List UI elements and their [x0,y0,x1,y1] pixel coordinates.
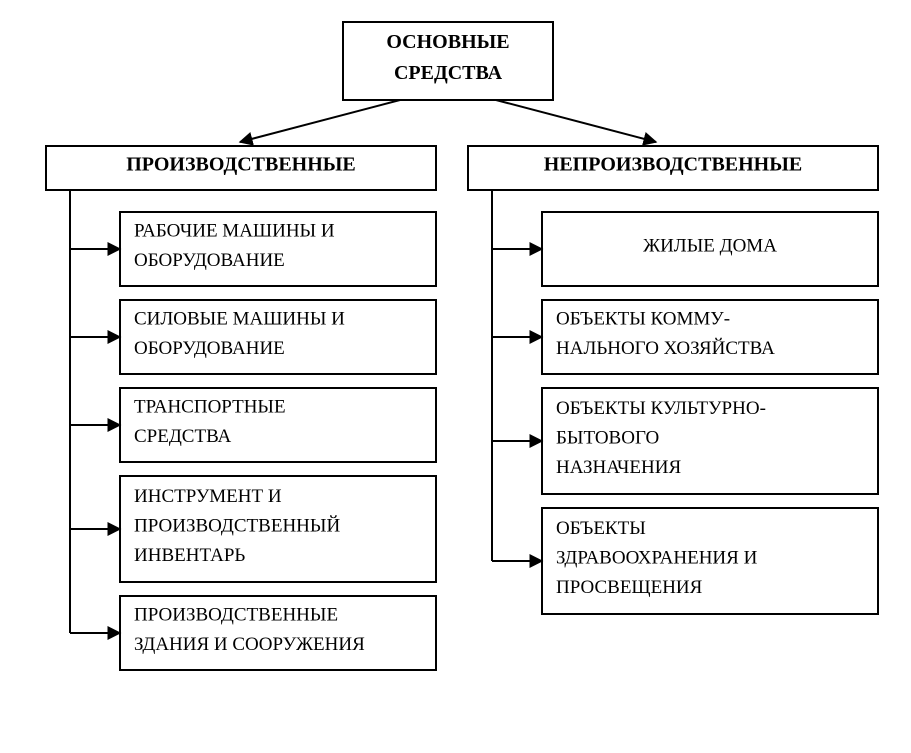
production-item-2: СРЕДСТВА [134,426,232,447]
production-item-0: РАБОЧИЕ МАШИНЫ И [134,221,335,242]
nonproduction-item-0: ЖИЛЫЕ ДОМА [643,235,777,256]
nonproduction-item-3: ЗДРАВООХРАНЕНИЯ И [556,547,758,568]
nonproduction-item-2: ОБЪЕКТЫ КУЛЬТУРНО- [556,398,766,419]
hierarchy-diagram: ОСНОВНЫЕ СРЕДСТВА ПРОИЗВОДСТВЕННЫЕ РАБОЧИЕ … [0,0,911,753]
production-header: ПРОИЗВОДСТВЕННЫЕ [126,154,356,176]
nonproduction-item-2: БЫТОВОГО [556,427,659,448]
production-item-3: ИНВЕНТАРЬ [134,545,245,566]
production-item-1: ОБОРУДОВАНИЕ [134,338,285,359]
nonproduction-item-2: НАЗНАЧЕНИЯ [556,457,681,478]
production-item-3: ПРОИЗВОДСТВЕННЫЙ [134,515,340,536]
production-item-3: ИНСТРУМЕНТ И [134,486,282,507]
nonproduction-item-3: ОБЪЕКТЫ [556,518,646,539]
arrow-to-left [240,100,400,142]
production-item-4: ПРОИЗВОДСТВЕННЫЕ [134,605,338,626]
nonproduction-header: НЕПРОИЗВОДСТВЕННЫЕ [544,154,802,176]
nonproduction-item-1: ОБЪЕКТЫ КОММУ- [556,309,730,330]
production-item-2: ТРАНСПОРТНЫЕ [134,397,286,418]
arrow-to-right [496,100,656,142]
production-item-4: ЗДАНИЯ И СООРУЖЕНИЯ [134,634,365,655]
nonproduction-item-3: ПРОСВЕЩЕНИЯ [556,577,703,598]
root-title: СРЕДСТВА [394,62,503,84]
nonproduction-item-1: НАЛЬНОГО ХОЗЯЙСТВА [556,338,775,359]
root-title: ОСНОВНЫЕ [386,31,509,53]
production-item-0: ОБОРУДОВАНИЕ [134,250,285,271]
production-item-1: СИЛОВЫЕ МАШИНЫ И [134,309,345,330]
